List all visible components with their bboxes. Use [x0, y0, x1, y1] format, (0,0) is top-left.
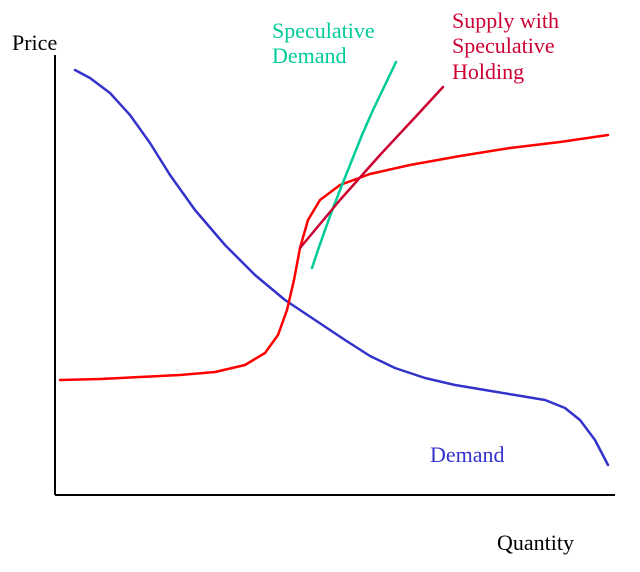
supply-curve: [60, 135, 608, 380]
economics-supply-demand-chart: { "chart": { "type": "line-economics", "…: [0, 0, 640, 572]
supply-holding-label: Supply with Speculative Holding: [452, 8, 559, 84]
chart-canvas: [0, 0, 640, 572]
y-axis-label: Price: [12, 30, 57, 55]
demand-curve: [75, 70, 608, 465]
speculative-demand-label: Speculative Demand: [272, 18, 375, 69]
speculative-demand-curve: [312, 62, 396, 268]
x-axis-label: Quantity: [497, 530, 574, 555]
demand-label: Demand: [430, 442, 505, 467]
